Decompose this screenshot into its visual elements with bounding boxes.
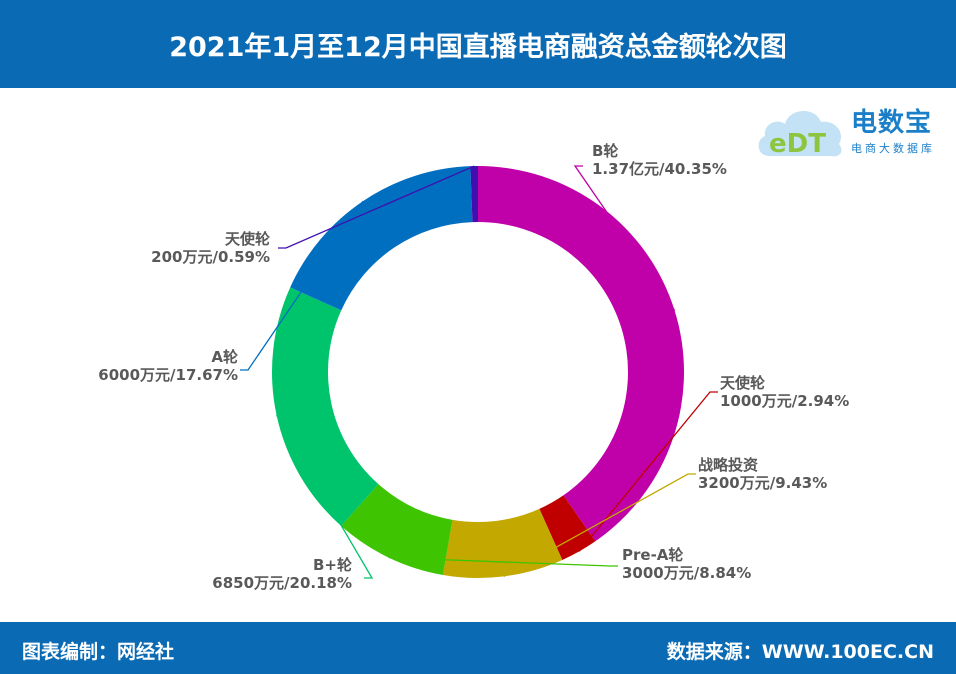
leader-line-2 bbox=[578, 391, 718, 552]
slice-labels: B轮1.37亿元/40.35%天使轮1000万元/2.94%战略投资3200万元… bbox=[98, 142, 849, 592]
slice-4 bbox=[341, 484, 453, 575]
slice-name-label: B轮 bbox=[592, 142, 618, 160]
logo-subtitle: 电商大数据库 bbox=[851, 142, 935, 155]
header-bar: 2021年1月至12月中国直播电商融资总金额轮次图 bbox=[0, 0, 956, 88]
leader-line-6 bbox=[240, 200, 364, 371]
slice-name-label: A轮 bbox=[211, 348, 238, 366]
slice-name-label: 战略投资 bbox=[698, 456, 758, 474]
slice-5 bbox=[272, 287, 379, 527]
slice-value-label: 200万元/0.59% bbox=[151, 248, 270, 266]
donut-chart: B轮1.37亿元/40.35%天使轮1000万元/2.94%战略投资3200万元… bbox=[98, 142, 849, 592]
slice-1 bbox=[478, 166, 685, 542]
slice-value-label: 1.37亿元/40.35% bbox=[592, 160, 727, 178]
slice-2 bbox=[539, 495, 596, 560]
slice-name-label: B+轮 bbox=[313, 556, 352, 574]
slice-name-label: 天使轮 bbox=[225, 230, 270, 248]
leader-line-7 bbox=[278, 165, 475, 249]
leader-line-1 bbox=[573, 165, 676, 311]
leader-line-3 bbox=[503, 473, 696, 577]
slice-7 bbox=[470, 166, 478, 223]
slice-name-label: Pre-A轮 bbox=[622, 546, 683, 564]
slice-value-label: 6850万元/20.18% bbox=[212, 574, 352, 592]
logo-brand: 电数宝 bbox=[851, 108, 933, 138]
footer-credit: 图表编制：网经社 bbox=[22, 641, 175, 663]
logo: eDT 电数宝 电商大数据库 bbox=[755, 94, 955, 166]
footer-bar: 图表编制：网经社 数据来源：WWW.100EC.CN bbox=[0, 622, 956, 674]
cloud-logo-icon: eDT bbox=[758, 110, 842, 159]
slice-value-label: 1000万元/2.94% bbox=[720, 392, 849, 410]
leader-line-4 bbox=[388, 556, 618, 567]
leader-line-5 bbox=[275, 414, 374, 579]
slice-value-label: 3200万元/9.43% bbox=[698, 474, 827, 492]
footer-source: 数据来源：WWW.100EC.CN bbox=[666, 641, 934, 663]
slice-6 bbox=[290, 166, 473, 311]
logo-mark-text: eDT bbox=[769, 129, 826, 159]
chart-title: 2021年1月至12月中国直播电商融资总金额轮次图 bbox=[169, 31, 787, 63]
slice-name-label: 天使轮 bbox=[720, 374, 765, 392]
slice-value-label: 3000万元/8.84% bbox=[622, 564, 751, 582]
slice-value-label: 6000万元/17.67% bbox=[98, 366, 238, 384]
leader-lines bbox=[240, 165, 718, 579]
